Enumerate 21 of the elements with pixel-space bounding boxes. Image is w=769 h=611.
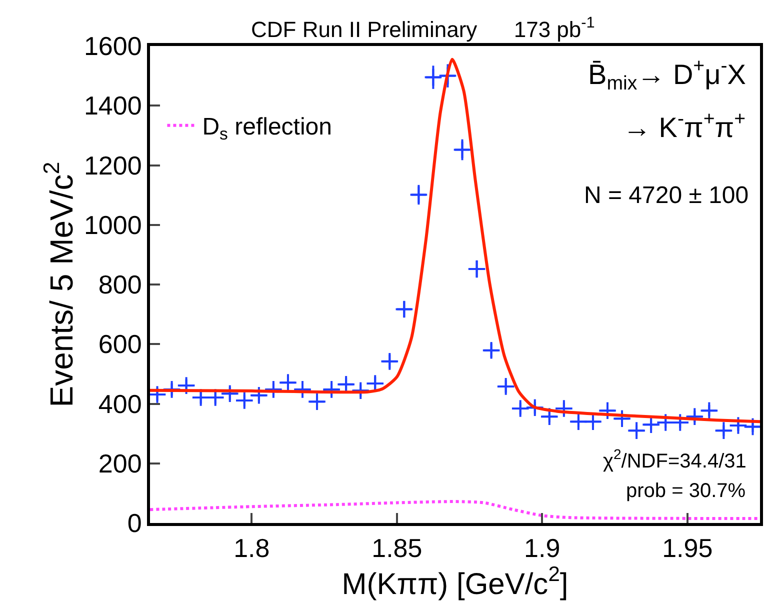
annotation: B̄$_{mix}$→ D$^{+}$μ$^{-}$X [588, 55, 746, 95]
annotation: → K$^{-}$π$^{+}$π$^{+}$ [623, 108, 746, 143]
y-tick-label: 1200 [84, 150, 142, 180]
x-tick-label: 1.9 [524, 533, 560, 564]
y-tick-label: 1000 [84, 210, 142, 240]
legend-label: D$_{s}$ reflection [202, 114, 332, 144]
y-tick-label: 600 [98, 329, 142, 360]
y-tick-label: 800 [98, 270, 142, 300]
y-tick-label: 1400 [84, 90, 142, 121]
x-tick-label: 1.95 [662, 533, 713, 564]
y-tick-label: 400 [98, 388, 142, 419]
y-tick-label: 0 [127, 508, 142, 538]
x-tick-label: 1.85 [372, 533, 422, 564]
chart-title: CDF Run II Preliminary 173 pb$^{-1}$ [251, 14, 595, 42]
annotation: N = 4720 ± 100 [584, 182, 749, 209]
annotation: χ$^{2}$/NDF=34.4/31 [603, 446, 746, 472]
annotation: prob = 30.7% [626, 480, 746, 502]
y-tick-label: 1600 [84, 31, 142, 62]
y-tick-label: 200 [98, 448, 142, 478]
x-axis-title: M(Kππ) [GeV/c$^{2}$] [342, 563, 568, 601]
x-tick-label: 1.8 [234, 533, 270, 564]
